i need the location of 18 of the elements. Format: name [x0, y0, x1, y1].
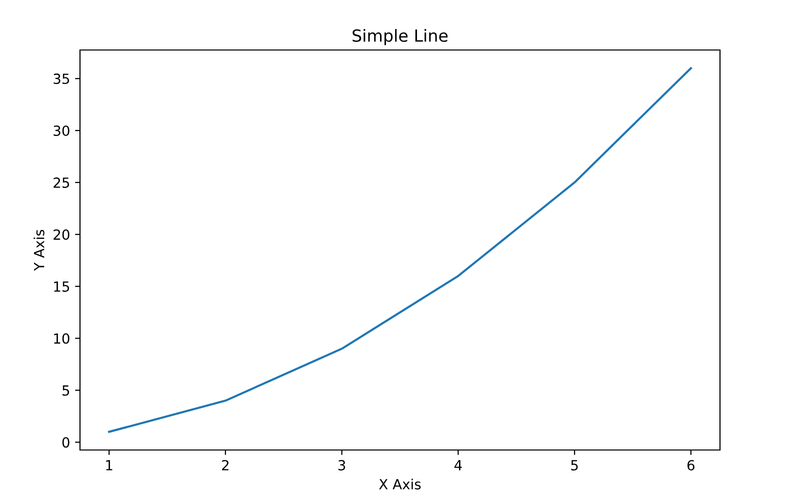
- y-tick-label: 15: [54, 282, 70, 292]
- x-tick-label: 2: [222, 460, 228, 470]
- y-tick-label: 35: [54, 74, 70, 84]
- y-axis-title: Y Axis: [34, 230, 44, 271]
- y-tick-label: 10: [54, 333, 70, 344]
- chart-title: Simple Line: [352, 29, 448, 46]
- y-tick-label: 25: [54, 177, 70, 188]
- y-tick-label: 0: [62, 437, 70, 448]
- x-tick-label: 6: [687, 460, 694, 470]
- x-tick-label: 3: [338, 460, 346, 470]
- y-tick-label: 30: [54, 125, 70, 136]
- x-axis-title: X Axis: [379, 478, 421, 490]
- y-tick-label: 5: [62, 385, 70, 396]
- x-tick-label: 4: [454, 460, 462, 470]
- x-tick-label: 1: [106, 460, 112, 470]
- x-tick-label: 5: [571, 460, 578, 470]
- y-tick-label: 20: [54, 229, 70, 240]
- line-series: [108, 67, 692, 433]
